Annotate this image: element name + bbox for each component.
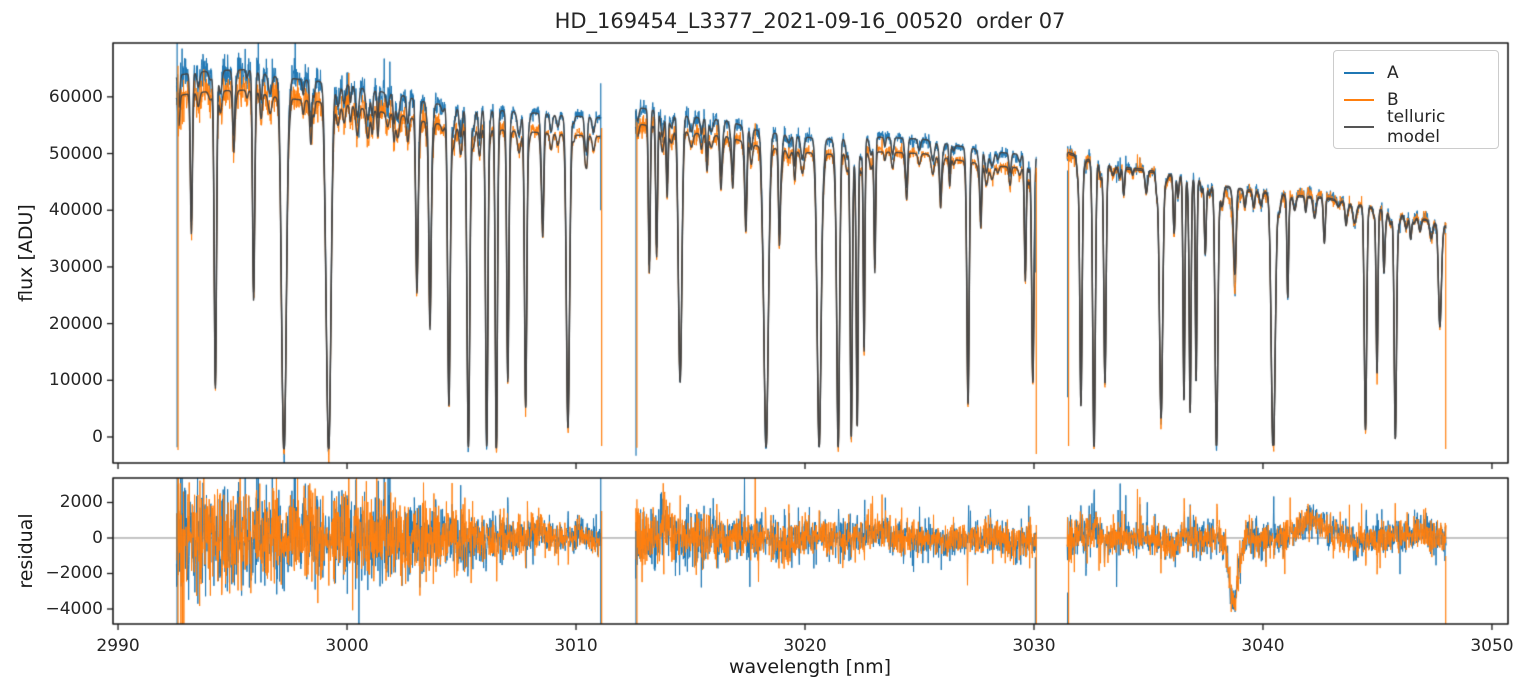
legend-line-b <box>1344 98 1374 101</box>
flux-tick-label: 0 <box>92 426 103 447</box>
legend-entry-a: A <box>1344 59 1488 86</box>
residual-tick-label: −2000 <box>45 563 103 584</box>
flux-tick-label: 20000 <box>48 313 103 334</box>
flux-tick-label: 50000 <box>48 143 103 164</box>
flux-tick-label: 40000 <box>48 200 103 221</box>
x-tick-label: 3010 <box>554 636 598 656</box>
flux-tick-label: 10000 <box>48 370 103 391</box>
flux-axis-label: flux [ADU] <box>15 204 37 302</box>
plot-title: HD_169454_L3377_2021-09-16_00520 order 0… <box>554 9 1066 33</box>
x-tick-label: 3020 <box>783 636 827 656</box>
legend-label-b: B <box>1387 89 1399 110</box>
residual-axis-label: residual <box>15 513 37 589</box>
legend-line-telluric-model <box>1344 125 1374 128</box>
flux-tick-label: 30000 <box>48 256 103 277</box>
legend-entry-telluric-model: telluric model <box>1344 107 1488 147</box>
residual-tick-label: −4000 <box>45 599 103 619</box>
x-axis-label: wavelength [nm] <box>728 656 892 678</box>
legend-line-a <box>1344 71 1374 74</box>
x-tick-label: 3040 <box>1241 636 1285 656</box>
x-tick-label: 3030 <box>1012 636 1056 656</box>
legend-label-telluric-model: telluric model <box>1387 106 1446 147</box>
flux-tick-label: 60000 <box>48 86 103 107</box>
x-tick-label: 2990 <box>96 636 140 656</box>
x-tick-label: 3050 <box>1470 636 1514 656</box>
legend-label-a: A <box>1387 62 1399 83</box>
legend-entry-b: B <box>1344 86 1488 113</box>
residual-tick-label: 2000 <box>59 492 103 513</box>
x-tick-label: 3000 <box>325 636 369 656</box>
legend: A B telluric model <box>1333 50 1499 149</box>
residual-tick-label: 0 <box>92 527 103 548</box>
